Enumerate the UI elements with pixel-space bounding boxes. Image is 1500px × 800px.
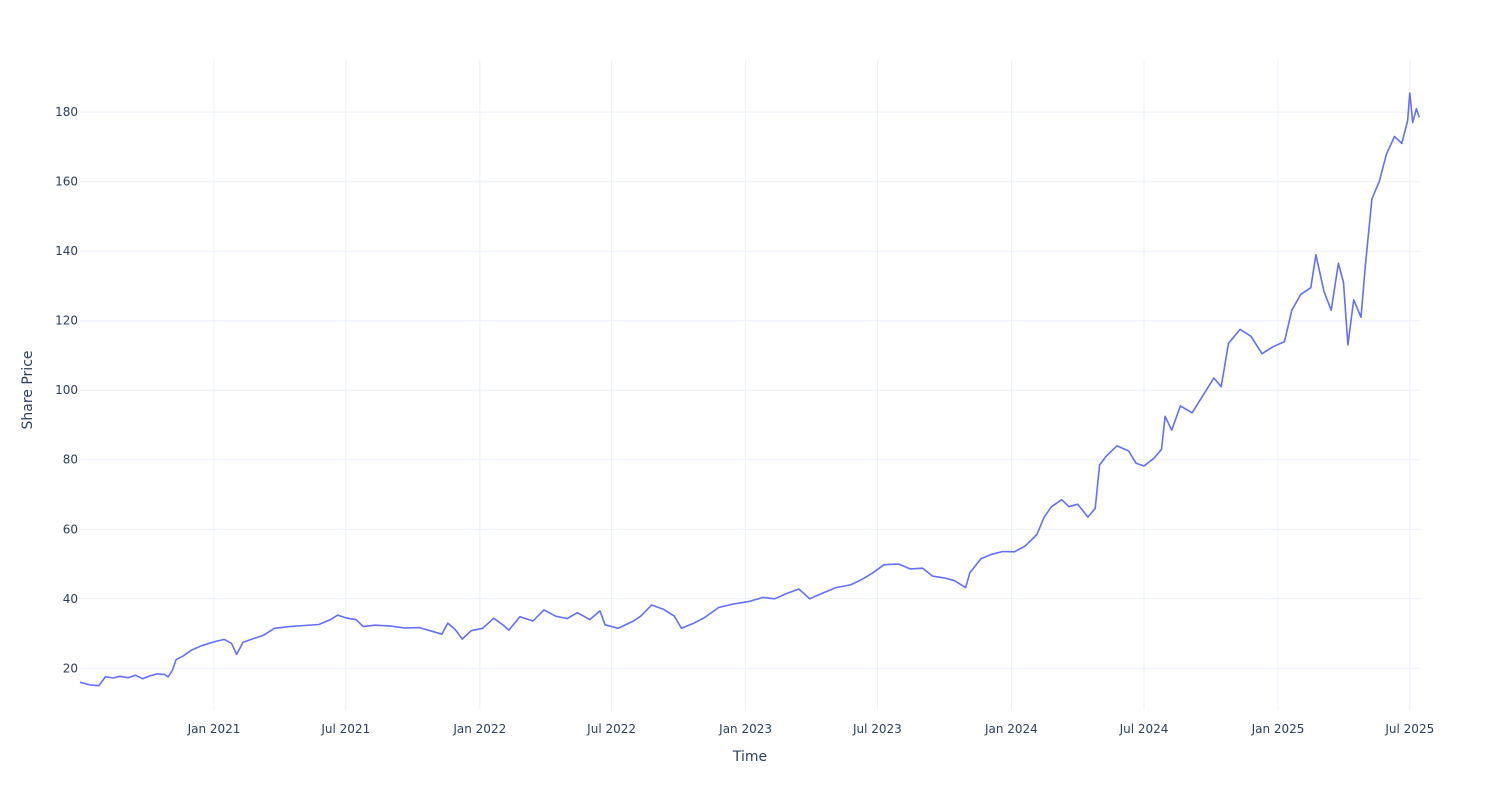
y-gridlines [80, 111, 1420, 669]
x-tick-label: Jul 2025 [1384, 722, 1434, 736]
series-line [79, 92, 1421, 687]
series-layer [79, 92, 1421, 687]
x-axis-title: Time [732, 749, 767, 765]
x-tick-label: Jan 2021 [187, 722, 241, 736]
y-tick-labels: 20 40 60 80 100 120 140 160 180 [55, 105, 78, 675]
y-tick-label: 40 [63, 592, 78, 606]
y-tick-label: 160 [55, 175, 78, 189]
x-tick-label: Jan 2023 [718, 722, 772, 736]
y-tick-label: 140 [55, 244, 78, 258]
y-tick-label: 60 [63, 522, 78, 536]
y-tick-label: 100 [55, 383, 78, 397]
y-axis-title: Share Price [20, 350, 36, 429]
x-tick-label: Jul 2024 [1119, 722, 1169, 736]
x-gridlines [213, 60, 1411, 710]
x-tick-labels: Jan 2021 Jul 2021 Jan 2022 Jul 2022 Jan 2023… [187, 722, 1435, 736]
y-tick-label: 180 [55, 105, 78, 119]
y-tick-label: 20 [63, 661, 78, 675]
y-tick-label: 120 [55, 314, 78, 328]
x-tick-label: Jan 2025 [1251, 722, 1305, 736]
x-tick-label: Jul 2022 [586, 722, 636, 736]
x-tick-label: Jul 2023 [852, 722, 902, 736]
x-tick-label: Jul 2021 [320, 722, 370, 736]
y-tick-label: 80 [63, 453, 78, 467]
x-tick-label: Jan 2024 [984, 722, 1038, 736]
x-tick-label: Jan 2022 [452, 722, 506, 736]
